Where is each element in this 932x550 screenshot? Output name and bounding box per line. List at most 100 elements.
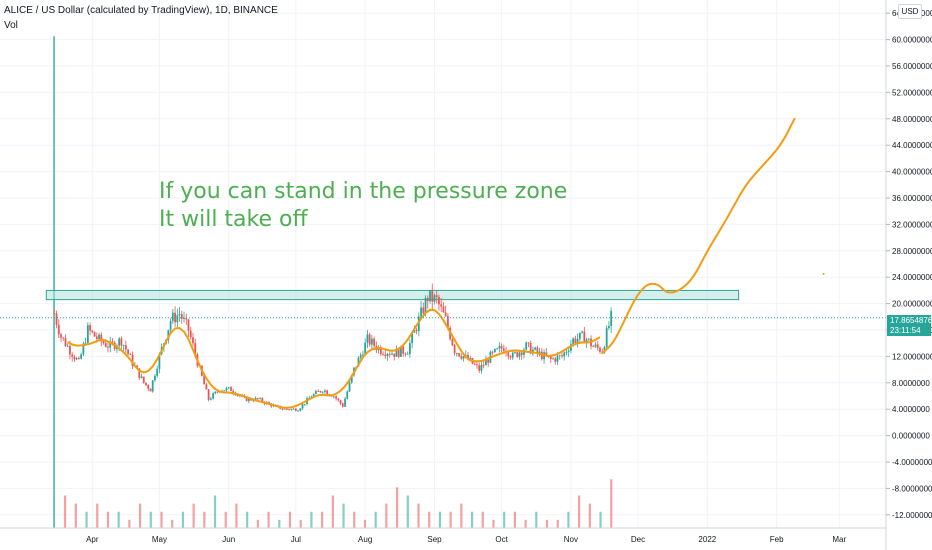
volume-bar [588,503,591,528]
volume-bar [192,503,195,528]
candle-body [359,354,362,358]
x-tick-label: Dec [631,535,645,544]
candle-body [227,387,230,389]
y-tick-label: 32.0000000 [892,220,932,229]
candle-body [455,353,458,354]
currency-button[interactable]: USD [898,4,922,19]
candle-body [124,345,127,350]
candle-body [458,353,460,357]
candle-body [109,341,112,348]
candle-body [435,295,438,297]
candle-body [346,391,349,399]
volume-bar [288,511,292,528]
candle-body [592,346,595,348]
volume-bar [181,511,185,528]
candle-body [578,332,581,339]
candle-body [406,353,409,355]
candle-body [169,320,172,330]
candle-body [247,398,250,402]
candle-body [413,329,416,333]
candle-body [400,346,402,357]
volume-bar [503,511,506,528]
candle-body [127,349,130,355]
volume-bar [106,511,110,528]
y-tick-label: -12.0000000 [892,511,932,520]
candle-body [382,354,384,355]
candle-body [252,400,255,402]
annotation-line-1: If you can stand in the pressure zone [159,179,568,204]
candle-body [194,343,197,355]
candle-body [478,365,481,371]
candle-body [317,391,320,392]
candle-body [78,358,80,359]
candle-body [509,356,512,358]
y-tick-label: -8.0000000 [892,484,932,493]
candle-body [386,353,389,356]
candle-body [93,332,96,337]
volume-bar [331,495,334,528]
forecast-curve [67,117,825,409]
candle-body [587,338,590,340]
candle-body [453,345,456,354]
volume-bar [417,503,420,528]
candle-body [75,358,78,360]
price-axis[interactable]: 64.000000060.000000056.000000052.0000000… [885,0,932,550]
y-tick-label: 48.0000000 [892,115,932,124]
candle-body [395,348,398,357]
candle-body [145,382,147,386]
candle-body [348,382,351,392]
candle-body [192,337,194,344]
candle-body [207,389,210,400]
volume-bar [524,519,527,528]
volume-bar [117,511,120,528]
candle-body [397,348,400,357]
volume-bar [385,503,388,528]
candle-body [174,312,176,323]
y-tick-label: 0.0000000 [892,432,930,441]
volume-bar [513,511,516,528]
candle-body [183,317,185,319]
volume-bar [599,511,602,528]
volume-bar [267,511,270,528]
candle-body [259,398,261,400]
candle-body [411,332,414,344]
candle-body [303,403,306,405]
volume-bar [578,495,581,528]
candle-body [324,390,326,392]
candle-body [66,345,69,347]
candle-body [429,290,431,302]
candle-body [339,400,342,404]
candle-body [62,337,65,339]
candle-body [567,350,570,352]
volume-bar [374,511,377,528]
candle-body [565,351,568,353]
candle-body [337,398,340,401]
candle-body [507,352,510,357]
candle-body [319,391,322,393]
x-tick-label: Sep [427,535,442,544]
volume-bar [342,503,345,528]
volume-bar [481,511,484,528]
candle-body [341,403,344,407]
candle-body [583,331,586,343]
volume-bar [438,511,442,528]
volume-bar [353,511,356,528]
candle-body [561,355,563,357]
candle-body [140,376,143,378]
candle-body [608,326,610,329]
candle-body [118,338,121,346]
volume-bar [363,519,367,528]
y-tick-label: 60.0000000 [892,36,932,45]
candle-body [572,338,575,345]
candle-body [216,391,219,393]
candle-body [570,344,572,351]
candle-body [585,339,588,343]
y-tick-label: 52.0000000 [892,88,932,97]
volume-bar [128,519,131,528]
candle-body [538,351,541,354]
candle-body [576,338,579,344]
time-axis[interactable]: Apr May Jun Jul Aug Sep Oct Nov Dec 2022 Feb Mar [0,527,886,544]
candle-body [209,398,212,400]
candle-body [223,390,226,392]
